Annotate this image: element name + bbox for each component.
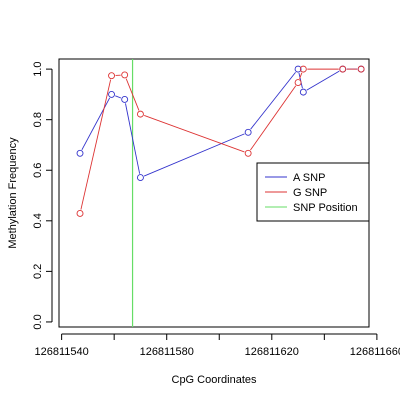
- y-axis: 0.0 0.2 0.4 0.6 0.8 1.0: [32, 61, 53, 330]
- g-snp-segment: [250, 85, 297, 151]
- g-snp-point: [244, 149, 252, 157]
- legend-label-a-snp: A SNP: [293, 172, 325, 184]
- g-snp-point: [136, 110, 144, 118]
- a-snp-point: [136, 174, 144, 182]
- g-snp-segment: [144, 115, 245, 153]
- series-layer: [76, 65, 365, 217]
- y-tick-label: 0.8: [32, 112, 44, 127]
- a-snp-segment: [115, 95, 122, 99]
- y-tick-label: 0.0: [32, 314, 44, 329]
- g-snp-point: [299, 65, 307, 73]
- a-snp-segment: [306, 70, 340, 91]
- legend-label-g-snp: G SNP: [293, 187, 327, 199]
- a-snp-point: [299, 88, 307, 96]
- a-snp-segment: [143, 133, 245, 177]
- y-tick-label: 0.4: [32, 213, 44, 228]
- y-tick-label: 1.0: [32, 61, 44, 76]
- x-axis-title: CpG Coordinates: [172, 374, 257, 386]
- x-tick-label: 126811660: [350, 346, 400, 358]
- y-axis-title: Methylation Frequency: [7, 137, 19, 249]
- g-snp-point: [357, 65, 365, 73]
- g-snp-point: [108, 72, 115, 80]
- y-tick-label: 0.6: [32, 163, 44, 178]
- a-snp-point: [244, 128, 252, 136]
- g-snp-segment: [125, 78, 140, 111]
- legend: A SNP G SNP SNP Position: [256, 162, 370, 222]
- a-snp-point: [121, 96, 129, 103]
- g-snp-point: [121, 71, 129, 79]
- g-snp-segment: [299, 72, 303, 79]
- g-snp-point: [339, 65, 347, 73]
- a-snp-point: [76, 149, 84, 157]
- a-snp-segment: [250, 71, 296, 130]
- g-snp-segment: [80, 79, 112, 210]
- y-tick-label: 0.2: [32, 264, 44, 279]
- a-snp-segment: [81, 97, 111, 150]
- a-snp-point: [108, 90, 115, 98]
- g-snp-point: [76, 210, 84, 217]
- x-axis: 126811540 126811580 126811620 126811660: [35, 333, 400, 358]
- a-snp-point: [294, 65, 302, 73]
- a-snp-segment: [125, 103, 141, 174]
- x-tick-label: 126811620: [245, 346, 299, 358]
- g-snp-point: [294, 79, 302, 86]
- x-tick-label: 126811580: [140, 346, 194, 358]
- x-tick-label: 126811540: [35, 346, 89, 358]
- legend-label-snp-position: SNP Position: [293, 202, 358, 214]
